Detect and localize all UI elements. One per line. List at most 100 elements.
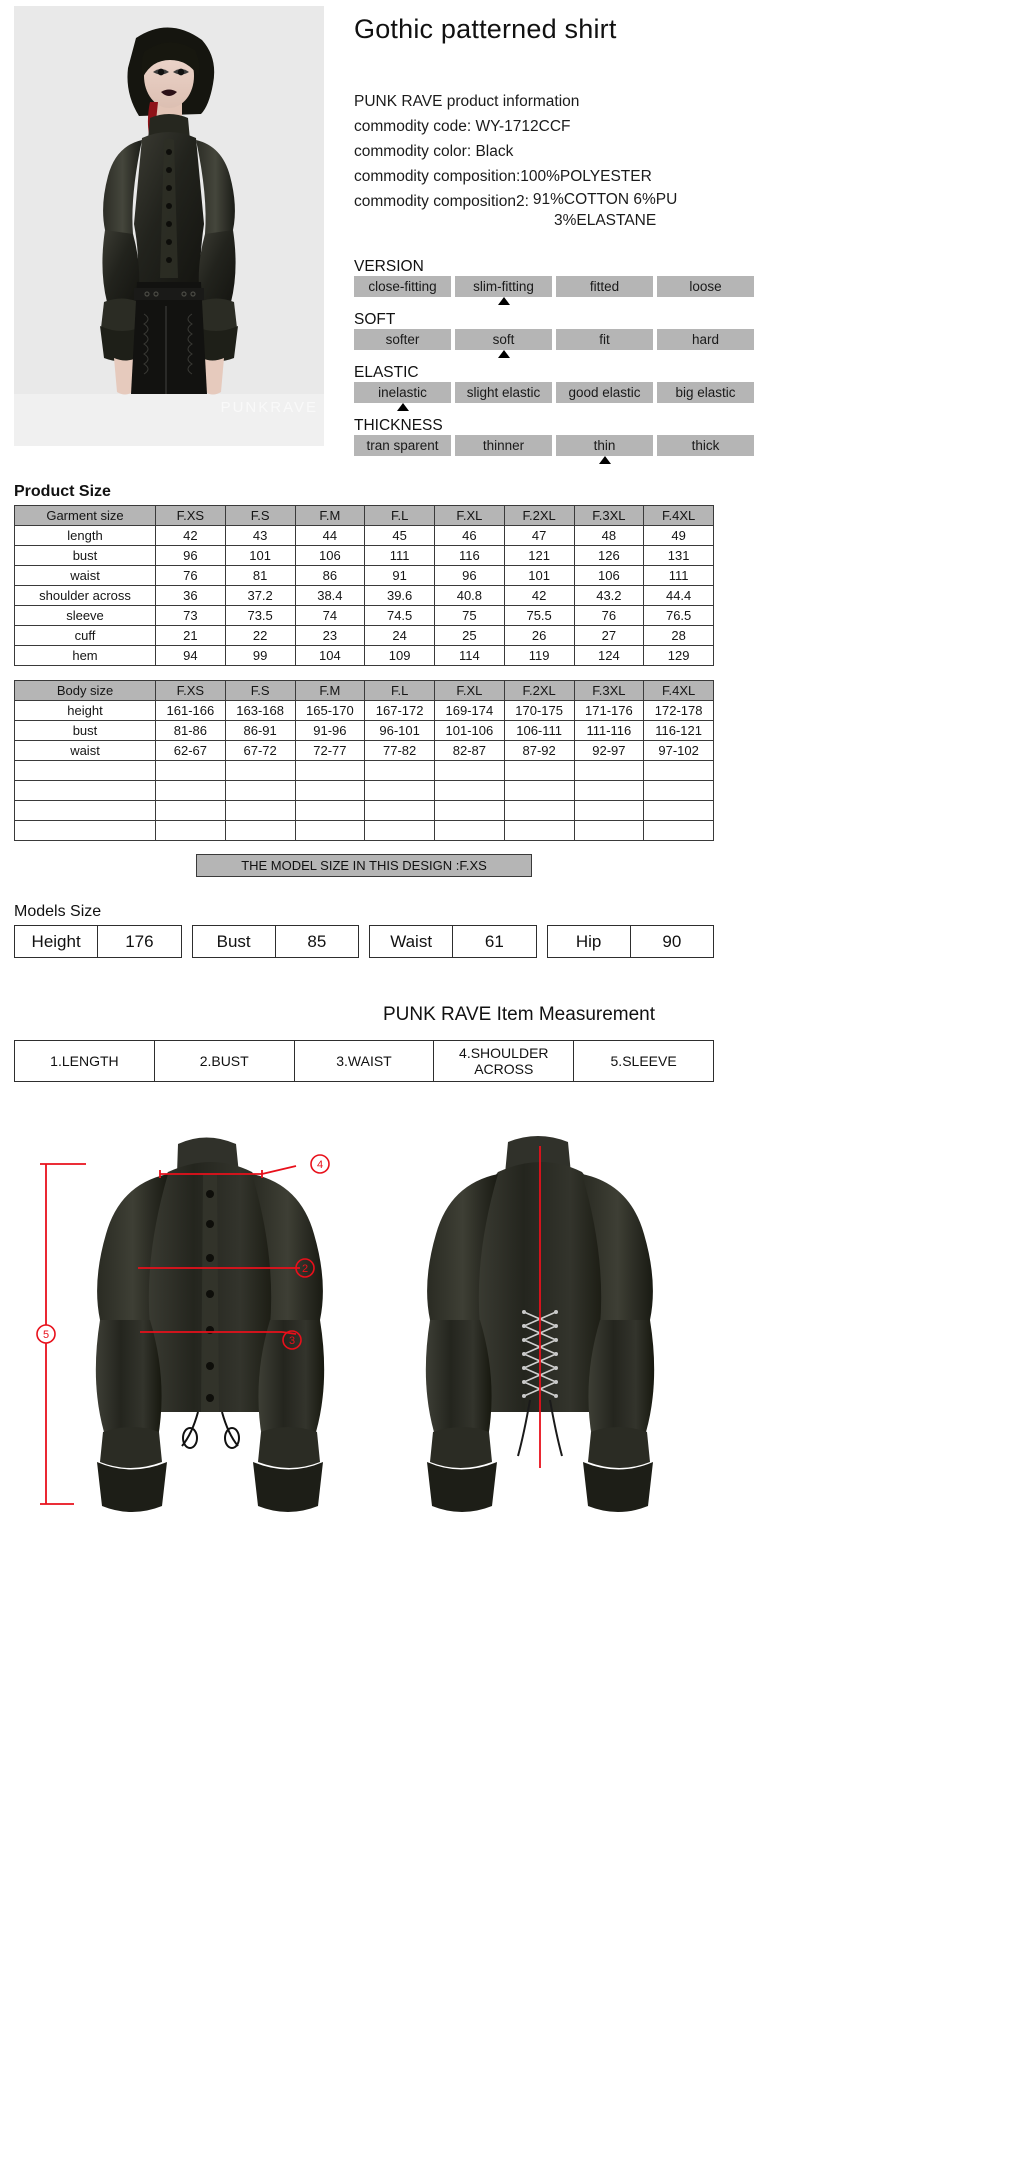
row-label: waist <box>14 740 156 761</box>
cell-empty <box>434 820 505 841</box>
row-label: height <box>14 700 156 721</box>
cell-empty <box>573 780 645 801</box>
table-row: bust 81-86 86-91 91-96 96-101 101-106 106-111 1… <box>14 720 714 741</box>
garment-size-table-body: length 42 43 44 45 46 47 48 49 bust 96 101 106 111 116… <box>14 525 714 666</box>
composition2-value: 91%COTTON 6%PU 3%ELASTANE <box>533 189 677 231</box>
scale-option[interactable]: thinner <box>455 435 552 456</box>
cell-empty <box>364 760 435 781</box>
cell-value: 48 <box>573 525 645 546</box>
cell-value: 106 <box>573 565 645 586</box>
cell-value: 124 <box>573 645 645 666</box>
cell-empty <box>573 760 645 781</box>
column-header: F.4XL <box>643 680 714 701</box>
row-label: sleeve <box>14 605 156 626</box>
scale-version: VERSION close-fitting slim-fitting fitted lo… <box>354 257 754 308</box>
composition2-label: commodity composition2: <box>354 193 529 210</box>
scale-option[interactable]: hard <box>657 329 754 350</box>
cell-empty <box>434 780 505 801</box>
scale-option[interactable]: big elastic <box>657 382 754 403</box>
cell-empty <box>643 820 714 841</box>
cell-value: 43.2 <box>573 585 645 606</box>
table-row: shoulder across 36 37.2 38.4 39.6 40.8 42 43.2 4… <box>14 585 714 606</box>
cell-empty <box>434 800 505 821</box>
cell-value: 126 <box>573 545 645 566</box>
scale-option[interactable]: tran sparent <box>354 435 451 456</box>
row-label: waist <box>14 565 156 586</box>
models-size-table: Height 176 Bust 85 Waist 61 Hip 90 <box>13 925 715 958</box>
models-size-label: Bust <box>191 925 276 958</box>
cell-value: 73.5 <box>224 605 296 626</box>
cell-empty <box>643 800 714 821</box>
model-photo: PUNKRAVE <box>14 6 324 446</box>
scale-marker-slot <box>354 350 451 361</box>
table-row: waist 76 81 86 91 96 101 106 111 <box>14 565 714 586</box>
row-label: length <box>14 525 156 546</box>
column-header: F.4XL <box>643 505 714 526</box>
cell-value: 75.5 <box>503 605 575 626</box>
measurement-title-wrap: PUNK RAVE Item Measurement <box>0 1004 1024 1026</box>
garment-size-table-head: Garment size F.XS F.S F.M F.L F.XL F.2XL F.3XL F… <box>14 505 714 526</box>
scale-option[interactable]: softer <box>354 329 451 350</box>
models-size-table-body: Height 176 Bust 85 Waist 61 Hip 90 <box>13 925 715 958</box>
scale-option[interactable]: slight elastic <box>455 382 552 403</box>
cell-value: 76 <box>573 605 645 626</box>
cell-value: 49 <box>643 525 714 546</box>
column-header: F.S <box>224 505 296 526</box>
scale-option[interactable]: inelastic <box>354 382 451 403</box>
scale-marker-row <box>354 403 754 414</box>
scale-marker-slot <box>354 456 451 467</box>
row-label: cuff <box>14 625 156 646</box>
column-header: F.3XL <box>573 505 645 526</box>
cell-value: 163-168 <box>224 700 296 721</box>
scale-option[interactable]: slim-fitting <box>455 276 552 297</box>
column-header: F.XL <box>434 505 505 526</box>
garment-size-table: Garment size F.XS F.S F.M F.L F.XL F.2XL F.3XL F… <box>14 505 714 666</box>
cell-value: 111-116 <box>573 720 645 741</box>
callout-4-label: 4 <box>317 1159 323 1171</box>
cell-value: 91-96 <box>294 720 366 741</box>
cell-empty <box>573 820 645 841</box>
models-size-value: 90 <box>629 925 715 958</box>
models-size-label: Hip <box>546 925 631 958</box>
scale-option[interactable]: good elastic <box>556 382 653 403</box>
cell-value: 87-92 <box>503 740 575 761</box>
column-header: F.2XL <box>503 680 575 701</box>
cell-empty <box>155 760 226 781</box>
cell-value: 74 <box>294 605 366 626</box>
cell-value: 172-178 <box>643 700 714 721</box>
cell-value: 161-166 <box>155 700 226 721</box>
column-header: F.2XL <box>503 505 575 526</box>
table-row-empty <box>14 800 714 821</box>
cell-value: 39.6 <box>364 585 435 606</box>
measurement-title: PUNK RAVE Item Measurement <box>382 1004 656 1025</box>
brand-line: PUNK RAVE product information <box>354 93 580 110</box>
cell-value: 25 <box>434 625 505 646</box>
scale-marker-slot <box>354 403 451 414</box>
product-info-panel: Gothic patterned shirt PUNK RAVE product… <box>324 0 1024 469</box>
product-info-lines: PUNK RAVE product information commodity … <box>354 89 1024 231</box>
cell-value: 111 <box>643 565 714 586</box>
column-header: F.XL <box>434 680 505 701</box>
cell-empty <box>14 760 156 781</box>
cell-value: 96-101 <box>364 720 435 741</box>
cell-value: 109 <box>364 645 435 666</box>
cell-empty <box>503 760 575 781</box>
cell-value: 42 <box>503 585 575 606</box>
scale-option[interactable]: thick <box>657 435 754 456</box>
cell-value: 92-97 <box>573 740 645 761</box>
body-size-table: Body size F.XS F.S F.M F.L F.XL F.2XL F.3XL F.4X… <box>14 680 714 841</box>
product-size-title: Product Size <box>14 483 111 500</box>
scale-label-soft: SOFT <box>354 311 396 328</box>
scale-marker-row <box>354 456 754 467</box>
scale-option[interactable]: thin <box>556 435 653 456</box>
commodity-code: commodity code: WY-1712CCF <box>354 118 571 135</box>
scale-option[interactable]: fitted <box>556 276 653 297</box>
scale-option[interactable]: soft <box>455 329 552 350</box>
scale-selected-marker-icon <box>497 297 510 305</box>
scale-option[interactable]: close-fitting <box>354 276 451 297</box>
cell-empty <box>294 800 366 821</box>
cell-value: 165-170 <box>294 700 366 721</box>
cell-value: 76 <box>155 565 226 586</box>
scale-option[interactable]: fit <box>556 329 653 350</box>
scale-option[interactable]: loose <box>657 276 754 297</box>
